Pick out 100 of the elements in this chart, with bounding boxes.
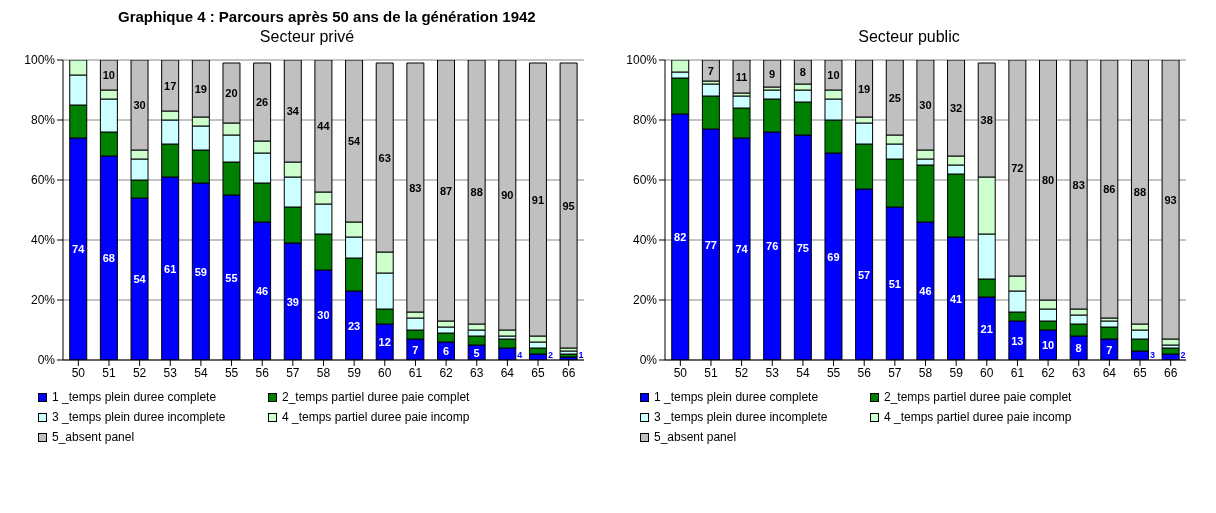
- x-tick-label: 58: [316, 365, 331, 380]
- legend-label: 4 _temps partiel duree paie incomp: [884, 410, 1072, 424]
- data-label: 12: [378, 336, 391, 348]
- y-tick-label: 0%: [37, 353, 56, 368]
- data-label: 34: [286, 105, 300, 117]
- x-tick-label: 54: [194, 365, 208, 380]
- data-label: 83: [1072, 178, 1085, 191]
- data-label: 4: [517, 350, 523, 360]
- legend-label: 4 _temps partiel duree paie incomp: [282, 410, 470, 424]
- data-label: 3: [1149, 350, 1155, 360]
- data-label: 13: [1011, 334, 1024, 347]
- data-label: 76: [766, 240, 779, 252]
- x-tick-label: 50: [71, 365, 86, 380]
- data-label: 46: [919, 285, 932, 297]
- data-label: 77: [704, 238, 718, 251]
- data-label: 6: [442, 345, 450, 357]
- data-label: 20: [225, 87, 238, 99]
- legend-label: 2_temps partiel duree paie complet: [884, 390, 1072, 404]
- data-label: 21: [980, 322, 993, 335]
- data-label: 19: [858, 82, 871, 95]
- x-tick-label: 56: [255, 365, 270, 380]
- x-tick-label: 51: [704, 365, 718, 380]
- y-tick-label: 80%: [30, 113, 56, 128]
- data-label: 7: [1106, 343, 1113, 356]
- data-label: 54: [347, 135, 362, 147]
- data-label: 95: [562, 199, 575, 212]
- x-tick-label: 55: [224, 365, 239, 380]
- data-label: 57: [858, 268, 871, 281]
- y-tick-label: 20%: [632, 293, 658, 308]
- data-label: 2: [547, 350, 553, 360]
- data-label: 75: [796, 241, 809, 254]
- data-label: 69: [827, 250, 840, 263]
- x-tick-label: 60: [378, 365, 392, 380]
- x-tick-label: 62: [439, 365, 454, 380]
- data-label: 63: [378, 151, 391, 164]
- data-label: 1: [578, 350, 584, 360]
- data-label: 82: [674, 231, 687, 243]
- data-label: 30: [317, 309, 330, 321]
- x-tick-label: 50: [673, 365, 688, 380]
- data-label: 54: [133, 273, 147, 285]
- x-tick-label: 54: [796, 365, 810, 380]
- data-label: 2: [1180, 350, 1186, 360]
- y-tick-label: 100%: [626, 53, 658, 68]
- legend-label: 1 _temps plein duree complete: [52, 390, 217, 404]
- x-tick-label: 57: [286, 365, 300, 380]
- x-tick-label: 51: [102, 365, 116, 380]
- y-tick-label: 0%: [639, 353, 658, 368]
- x-tick-label: 52: [132, 365, 147, 380]
- x-tick-label: 64: [1102, 365, 1117, 380]
- data-label: 72: [1011, 162, 1024, 174]
- data-label: 19: [194, 82, 207, 95]
- x-tick-label: 61: [1010, 365, 1025, 380]
- y-tick-label: 80%: [632, 113, 658, 128]
- x-tick-label: 63: [470, 365, 484, 380]
- data-label: 30: [919, 99, 932, 111]
- data-label: 41: [949, 292, 963, 305]
- data-label: 87: [439, 184, 453, 197]
- x-tick-label: 53: [765, 365, 780, 380]
- data-label: 51: [888, 277, 901, 290]
- legend-label: 5_absent panel: [654, 430, 737, 444]
- chart-subtitle: Secteur public: [857, 28, 961, 47]
- data-label: 88: [1133, 186, 1147, 198]
- data-label: 10: [827, 69, 840, 81]
- data-label: 32: [949, 102, 963, 114]
- chart-title: Graphique 4 : Parcours après 50 ans de la génération 1942: [118, 8, 537, 27]
- data-label: 8: [1075, 342, 1082, 354]
- data-label: 10: [102, 69, 116, 81]
- data-label: 39: [286, 295, 299, 308]
- data-label: 61: [164, 262, 177, 275]
- data-label: 30: [133, 99, 146, 111]
- x-tick-label: 52: [734, 365, 749, 380]
- x-tick-label: 66: [1164, 365, 1178, 380]
- data-label: 55: [225, 271, 238, 284]
- legend-label: 3 _temps plein duree incomplete: [52, 410, 226, 424]
- data-label: 17: [164, 79, 177, 92]
- data-label: 9: [769, 67, 776, 80]
- data-label: 83: [409, 181, 422, 194]
- x-tick-label: 53: [163, 365, 178, 380]
- data-label: 80: [1041, 174, 1055, 186]
- data-label: 59: [194, 265, 207, 278]
- data-label: 38: [980, 114, 993, 126]
- x-tick-label: 59: [347, 365, 362, 380]
- data-label: 26: [256, 96, 269, 108]
- data-label: 11: [735, 70, 748, 83]
- legend-label: 2_temps partiel duree paie complet: [282, 390, 470, 404]
- y-tick-label: 60%: [632, 173, 658, 188]
- data-label: 46: [256, 285, 269, 297]
- data-label: 88: [470, 186, 483, 198]
- data-label: 44: [317, 120, 331, 132]
- x-tick-label: 62: [1041, 365, 1056, 380]
- x-tick-label: 66: [562, 365, 576, 380]
- legend-label: 1 _temps plein duree complete: [654, 390, 819, 404]
- data-label: 90: [501, 189, 514, 201]
- y-tick-label: 60%: [30, 173, 56, 188]
- legend-label: 5_absent panel: [52, 430, 135, 444]
- data-label: 68: [102, 252, 116, 264]
- data-label: 86: [1103, 183, 1116, 195]
- legend-label: 3 _temps plein duree incomplete: [654, 410, 828, 424]
- data-label: 8: [799, 66, 806, 78]
- data-label: 7: [412, 343, 419, 356]
